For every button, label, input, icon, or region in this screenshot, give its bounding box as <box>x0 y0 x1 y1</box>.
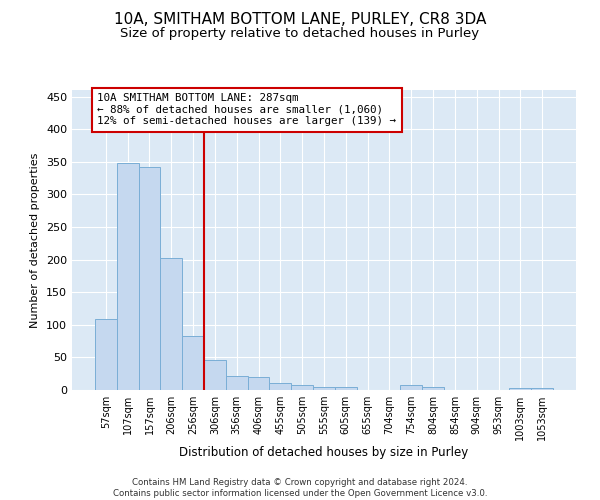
Text: 10A, SMITHAM BOTTOM LANE, PURLEY, CR8 3DA: 10A, SMITHAM BOTTOM LANE, PURLEY, CR8 3D… <box>114 12 486 28</box>
Bar <box>291 386 313 390</box>
Bar <box>117 163 139 390</box>
Bar <box>335 386 357 390</box>
Text: Contains HM Land Registry data © Crown copyright and database right 2024.
Contai: Contains HM Land Registry data © Crown c… <box>113 478 487 498</box>
Bar <box>269 384 291 390</box>
Bar <box>509 388 531 390</box>
Bar <box>182 336 204 390</box>
Bar <box>313 386 335 390</box>
Bar <box>95 319 117 390</box>
Bar <box>139 167 160 390</box>
Bar <box>531 388 553 390</box>
Bar <box>248 377 269 390</box>
Bar <box>204 360 226 390</box>
X-axis label: Distribution of detached houses by size in Purley: Distribution of detached houses by size … <box>179 446 469 459</box>
Bar <box>226 376 248 390</box>
Y-axis label: Number of detached properties: Number of detached properties <box>31 152 40 328</box>
Bar <box>422 386 444 390</box>
Bar <box>160 258 182 390</box>
Text: 10A SMITHAM BOTTOM LANE: 287sqm
← 88% of detached houses are smaller (1,060)
12%: 10A SMITHAM BOTTOM LANE: 287sqm ← 88% of… <box>97 94 396 126</box>
Bar <box>400 385 422 390</box>
Text: Size of property relative to detached houses in Purley: Size of property relative to detached ho… <box>121 28 479 40</box>
